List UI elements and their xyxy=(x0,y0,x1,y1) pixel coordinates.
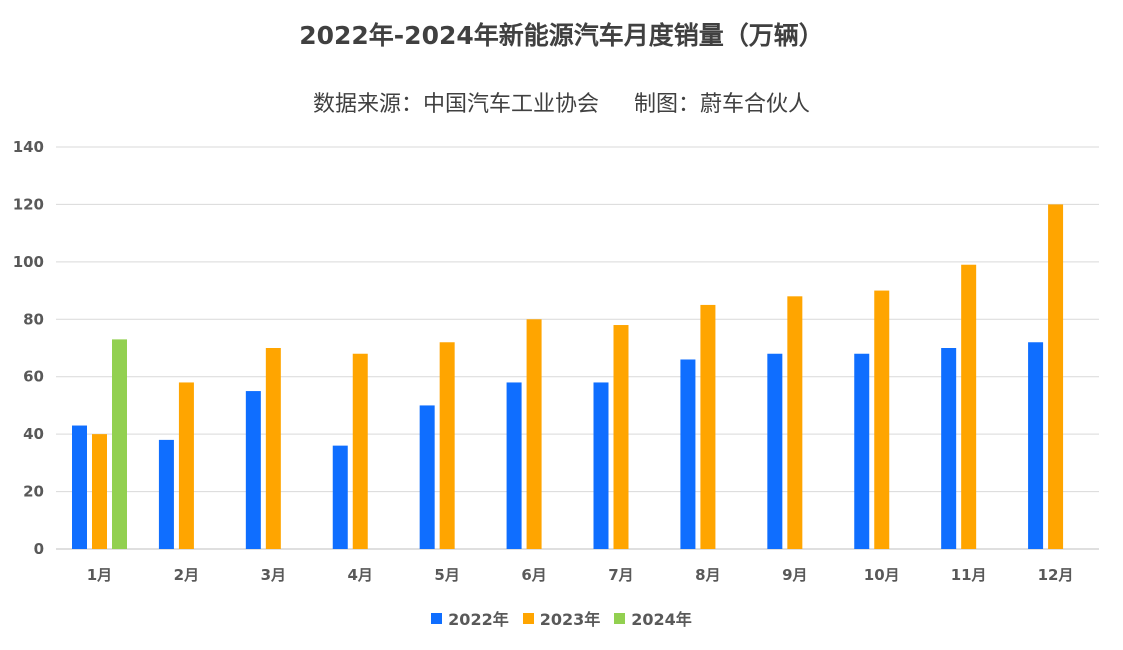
y-tick-label: 0 xyxy=(34,540,44,558)
legend-label-2024: 2024年 xyxy=(631,610,692,629)
x-tick-label: 12月 xyxy=(1038,566,1074,584)
x-tick-label: 9月 xyxy=(782,566,807,584)
bar-2023年-11月 xyxy=(961,264,977,549)
bar-2023年-3月 xyxy=(265,348,281,549)
bar-2022年-5月 xyxy=(419,405,435,549)
x-tick-label: 11月 xyxy=(951,566,987,584)
bar-2023年-7月 xyxy=(613,325,629,549)
legend-item-2023: 2023年 xyxy=(522,606,601,630)
bar-2022年-4月 xyxy=(332,445,348,549)
x-tick-label: 7月 xyxy=(608,566,633,584)
legend-item-2022: 2022年 xyxy=(431,606,509,630)
x-tick-label: 10月 xyxy=(864,566,900,584)
y-tick-label: 100 xyxy=(13,253,44,271)
y-tick-label: 20 xyxy=(23,483,44,501)
legend: 2022年 2023年 2024年 xyxy=(0,606,1123,630)
bar-2023年-6月 xyxy=(526,319,542,549)
bar-2023年-5月 xyxy=(439,342,455,549)
bar-2023年-8月 xyxy=(700,304,716,549)
x-tick-label: 6月 xyxy=(521,566,546,584)
bar-2023年-12月 xyxy=(1048,204,1064,549)
bar-2023年-2月 xyxy=(178,382,194,549)
chart-title: 2022年-2024年新能源汽车月度销量（万辆） xyxy=(299,21,824,50)
legend-item-2024: 2024年 xyxy=(614,606,692,630)
x-tick-label: 4月 xyxy=(347,566,372,584)
bar-2022年-11月 xyxy=(941,348,957,549)
bar-2022年-1月 xyxy=(72,425,87,549)
bar-2024年-1月 xyxy=(112,339,127,549)
bar-2022年-12月 xyxy=(1028,342,1044,549)
y-tick-label: 80 xyxy=(23,310,44,328)
bar-2022年-6月 xyxy=(506,382,522,549)
legend-swatch-2022 xyxy=(431,612,443,624)
legend-label-2022: 2022年 xyxy=(448,610,509,629)
chart-subtitle: 数据来源：中国汽车工业协会 制图：蔚车合伙人 xyxy=(313,92,810,117)
x-tick-label: 5月 xyxy=(434,566,459,584)
bar-2022年-2月 xyxy=(158,439,174,549)
y-tick-label: 120 xyxy=(13,195,44,213)
legend-swatch-2023 xyxy=(522,612,534,624)
bar-2023年-4月 xyxy=(352,353,368,549)
x-tick-label: 1月 xyxy=(87,566,112,584)
bar-2022年-10月 xyxy=(854,353,870,549)
bar-2023年-1月 xyxy=(92,434,107,549)
bar-2023年-10月 xyxy=(874,290,890,549)
x-tick-label: 8月 xyxy=(695,566,720,584)
bar-2022年-9月 xyxy=(767,353,783,549)
y-tick-label: 40 xyxy=(23,425,44,443)
bar-2022年-8月 xyxy=(680,359,696,549)
y-tick-label: 140 xyxy=(13,138,44,156)
bar-2023年-9月 xyxy=(787,296,803,549)
y-tick-label: 60 xyxy=(23,368,44,386)
bar-2022年-3月 xyxy=(245,391,261,549)
legend-label-2023: 2023年 xyxy=(539,610,601,629)
x-tick-label: 3月 xyxy=(261,566,286,584)
legend-swatch-2024 xyxy=(614,612,626,624)
bar-2022年-7月 xyxy=(593,382,609,549)
x-tick-label: 2月 xyxy=(174,566,199,584)
